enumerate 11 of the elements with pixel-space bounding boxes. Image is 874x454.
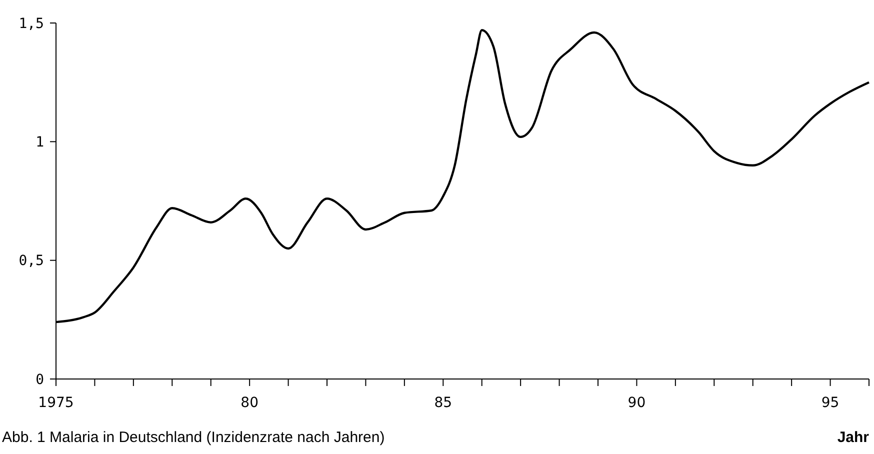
x-tick-label: 85 [434, 395, 452, 411]
y-tick-label: 1 [36, 134, 44, 151]
x-axis-title: Jahr [837, 429, 870, 446]
x-tick-label: 1975 [38, 395, 74, 411]
y-tick-label: 1,5 [18, 16, 44, 32]
y-tick-label: 0 [36, 372, 44, 388]
y-tick-label: 0,5 [18, 253, 44, 270]
caption: Abb. 1 Malaria in Deutschland (Inzidenzrate nach Jahren) [2, 429, 385, 446]
x-tick-label: 80 [240, 395, 258, 411]
x-tick-label: 90 [628, 395, 646, 411]
x-tick-label: 95 [821, 395, 840, 411]
